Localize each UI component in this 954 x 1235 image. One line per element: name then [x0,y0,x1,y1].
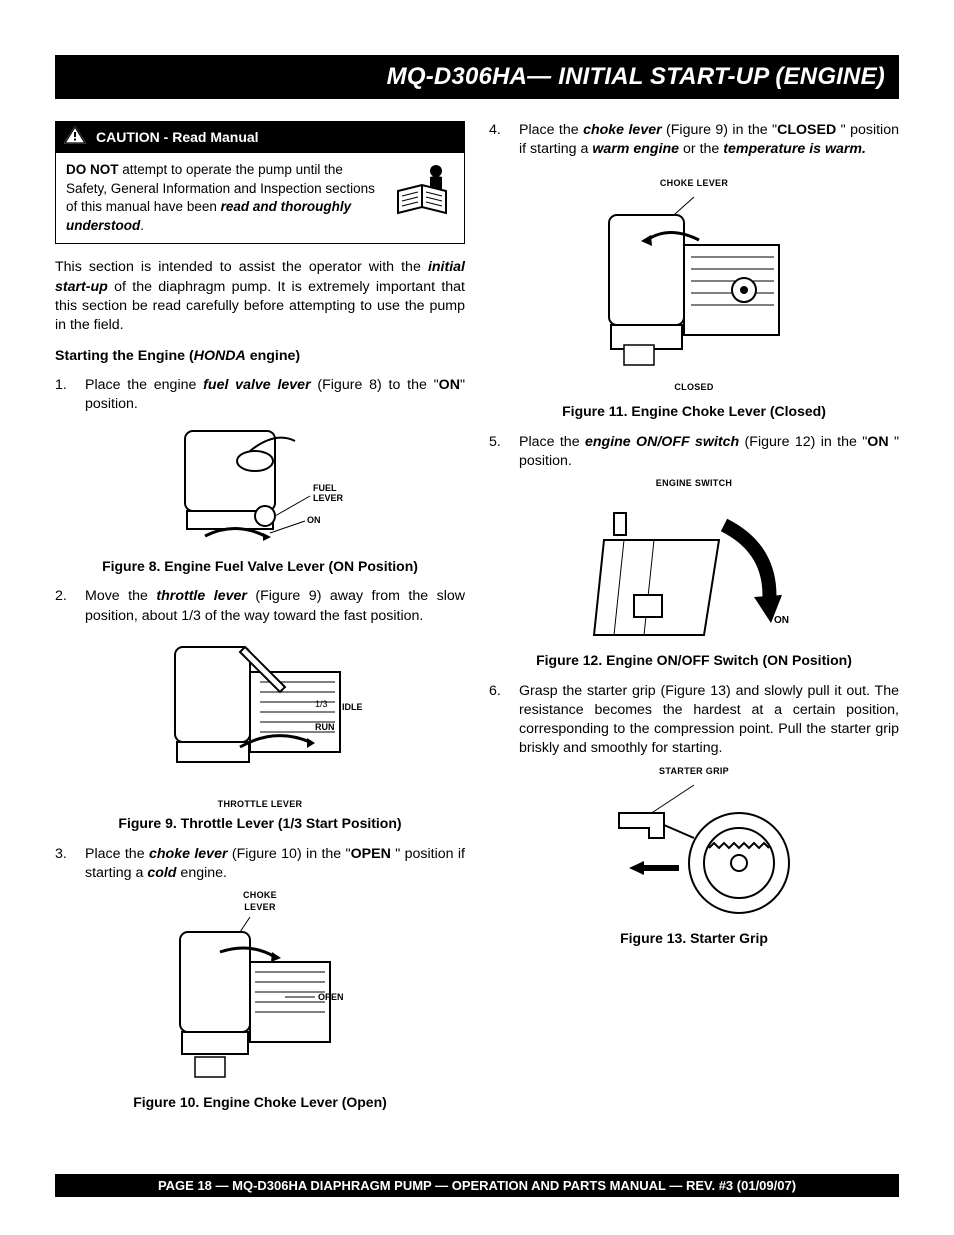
figure-10-top-label: CHOKE LEVER [55,889,465,913]
steps-left-3: 3. Place the choke lever (Figure 10) in … [55,845,465,883]
step-number: 1. [55,376,71,414]
figure-12-caption: Figure 12. Engine ON/OFF Switch (ON Posi… [489,651,899,670]
caution-text: DO NOT attempt to operate the pump until… [66,161,382,236]
step-text: Place the engine fuel valve lever (Figur… [85,376,465,414]
figure-13-top-label: STARTER GRIP [489,765,899,777]
figure-10-illustration: OPEN [155,917,365,1087]
figure-11-caption: Figure 11. Engine Choke Lever (Closed) [489,402,899,421]
figure-10-caption: Figure 10. Engine Choke Lever (Open) [55,1093,465,1112]
left-column: CAUTION - Read Manual DO NOT attempt to … [55,121,465,1124]
read-manual-icon [392,161,454,223]
caution-box: CAUTION - Read Manual DO NOT attempt to … [55,121,465,244]
step-6: 6. Grasp the starter grip (Figure 13) an… [489,682,899,759]
step-2: 2. Move the throttle lever (Figure 9) aw… [55,587,465,625]
caution-header-text: CAUTION - Read Manual [96,128,259,147]
svg-text:ON: ON [774,615,789,626]
figure-9-bottom-label: THROTTLE LEVER [55,798,465,810]
caution-header: CAUTION - Read Manual [56,122,464,153]
step-5: 5. Place the engine ON/OFF switch (Figur… [489,433,899,471]
intro-paragraph: This section is intended to assist the o… [55,258,465,335]
svg-text:1/3: 1/3 [315,699,328,709]
steps-right-6: 6. Grasp the starter grip (Figure 13) an… [489,682,899,759]
step-text: Place the engine ON/OFF switch (Figure 1… [519,433,899,471]
step-text: Place the choke lever (Figure 9) in the … [519,121,899,159]
figure-12-top-label: ENGINE SWITCH [489,477,899,489]
warning-triangle-icon [64,126,86,149]
step-text: Place the choke lever (Figure 10) in the… [85,845,465,883]
svg-text:ON: ON [307,515,321,525]
svg-text:RUN: RUN [315,722,335,732]
step-number: 6. [489,682,505,759]
two-column-layout: CAUTION - Read Manual DO NOT attempt to … [55,121,899,1124]
svg-text:FUEL: FUEL [313,483,337,493]
starting-engine-heading: Starting the Engine (HONDA engine) [55,347,465,366]
step-number: 5. [489,433,505,471]
step-4: 4. Place the choke lever (Figure 9) in t… [489,121,899,159]
figure-9-illustration: 1/3 IDLE RUN [145,632,375,792]
steps-left-2: 2. Move the throttle lever (Figure 9) aw… [55,587,465,625]
step-number: 3. [55,845,71,883]
step-1: 1. Place the engine fuel valve lever (Fi… [55,376,465,414]
steps-right-5: 5. Place the engine ON/OFF switch (Figur… [489,433,899,471]
step-3: 3. Place the choke lever (Figure 10) in … [55,845,465,883]
figure-11-closed-label: CLOSED [489,381,899,393]
step-number: 4. [489,121,505,159]
figure-11-top-label: CHOKE LEVER [489,177,899,189]
step-text: Grasp the starter grip (Figure 13) and s… [519,682,899,759]
page-footer: PAGE 18 — MQ-D306HA DIAPHRAGM PUMP — OPE… [55,1174,899,1197]
figure-9-caption: Figure 9. Throttle Lever (1/3 Start Posi… [55,814,465,833]
figure-12-illustration: ON [579,495,809,645]
figure-8-illustration: FUEL LEVER ON [145,421,375,551]
figure-13-caption: Figure 13. Starter Grip [489,929,899,948]
svg-text:IDLE: IDLE [342,702,363,712]
svg-text:OPEN: OPEN [318,992,344,1002]
figure-8-caption: Figure 8. Engine Fuel Valve Lever (ON Po… [55,557,465,576]
step-text: Move the throttle lever (Figure 9) away … [85,587,465,625]
step-number: 2. [55,587,71,625]
steps-left: 1. Place the engine fuel valve lever (Fi… [55,376,465,414]
figure-11-illustration [579,195,809,375]
svg-text:LEVER: LEVER [313,493,344,503]
page-title-bar: MQ-D306HA— INITIAL START-UP (ENGINE) [55,55,899,99]
caution-body: DO NOT attempt to operate the pump until… [56,153,464,244]
right-column: 4. Place the choke lever (Figure 9) in t… [489,121,899,1124]
figure-13-illustration [584,783,804,923]
steps-right-4: 4. Place the choke lever (Figure 9) in t… [489,121,899,159]
